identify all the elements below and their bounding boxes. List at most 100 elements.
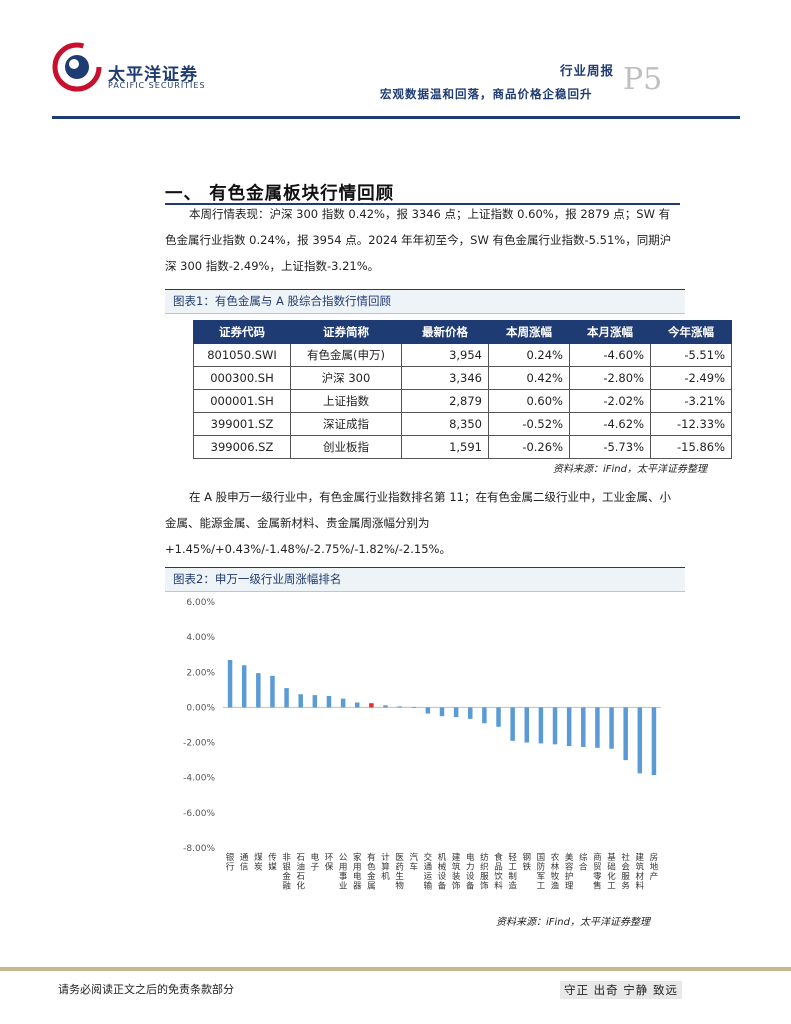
category-label-char: 钢	[523, 852, 532, 863]
table-cell: -12.33%	[650, 412, 732, 436]
category-label-char: 础	[607, 862, 616, 873]
category-label-char: 房	[650, 852, 659, 863]
figure2-source: 资料来源：iFind，太平洋证券整理	[496, 917, 650, 928]
report-title: 宏观数据温和回落，商品价格企稳回升	[380, 87, 593, 101]
index-performance-table: 证券代码 证券简称 最新价格 本周涨幅 本月涨幅 今年涨幅 801050.SWI 有色金属(…	[193, 320, 732, 459]
figure1-source: 资料来源：iFind，太平洋证券整理	[553, 464, 707, 475]
category-label-char: 林	[551, 862, 560, 873]
bar-17	[468, 707, 473, 719]
category-label-char: 通	[240, 852, 249, 863]
category-label-char: 力	[466, 862, 475, 873]
category-label-char: 渔	[551, 881, 560, 892]
category-label-char: 汽	[409, 852, 418, 863]
category-label-char: 药	[395, 862, 404, 873]
category-label-char: 设	[438, 871, 447, 882]
category-label-char: 饮	[494, 871, 503, 882]
bar-11	[383, 705, 388, 708]
table-cell: 0.60%	[488, 389, 570, 413]
category-label-char: 用	[339, 863, 348, 873]
table-cell: 有色金属(申万)	[290, 343, 402, 367]
table-cell: -2.80%	[569, 366, 651, 390]
category-label-char: 用	[353, 863, 362, 873]
table-row: 399001.SZ 深证成指 8,350 -0.52% -4.62% -12.33%	[193, 412, 732, 436]
table-cell: 0.42%	[488, 366, 570, 390]
table-row: 000300.SH 沪深 300 3,346 0.42% -2.80% -2.49%	[193, 366, 732, 390]
page-number: P5	[623, 62, 663, 97]
category-label-char: 非	[282, 852, 291, 863]
bar-6	[312, 695, 318, 708]
table-row: 000001.SH 上证指数 2,879 0.60% -2.02% -3.21%	[193, 389, 732, 413]
category-label-char: 筑	[636, 862, 645, 873]
bar-13	[411, 706, 416, 708]
category-label-char: 信	[240, 862, 249, 873]
bar-22	[538, 707, 544, 744]
section-title: 一、 有色金属板块行情回顾	[165, 184, 395, 204]
category-label-char: 银	[226, 852, 235, 863]
category-label-char: 械	[438, 862, 447, 873]
table-cell: 0.24%	[488, 343, 570, 367]
y-tick-label: -8.00%	[183, 844, 215, 854]
category-label-char: 设	[466, 871, 475, 882]
bar-28	[623, 707, 628, 761]
category-label-char: 铁	[523, 862, 532, 873]
table-cell: 上证指数	[290, 389, 402, 413]
category-label-char: 属	[367, 882, 376, 892]
category-label-char: 造	[508, 881, 517, 892]
category-label-char: 食	[494, 852, 503, 863]
category-label-char: 防	[537, 862, 546, 873]
category-label-char: 轻	[508, 852, 517, 863]
bar-18	[482, 707, 487, 724]
category-label-char: 化	[607, 871, 616, 882]
table-cell: -4.62%	[569, 412, 651, 436]
bar-10	[369, 703, 374, 708]
category-label-char: 物	[395, 881, 404, 892]
table-cell: 深证成指	[290, 412, 402, 436]
category-label-char: 金	[282, 871, 291, 882]
category-label-char: 银	[282, 862, 291, 873]
bar-27	[609, 707, 614, 749]
category-label-char: 油	[296, 862, 305, 873]
table-cell: -4.60%	[569, 343, 651, 367]
bar-15	[439, 707, 445, 717]
bar-4	[284, 688, 289, 708]
industry-ranking-paragraph: 在 A 股申万一级行业中，有色金属行业指数排名第 11；在有色金属二级行业中，工…	[165, 490, 671, 556]
table-cell: 000001.SH	[193, 389, 291, 413]
table-cell: 2,879	[401, 389, 489, 413]
category-label-char: 煤	[254, 852, 263, 863]
category-label-char: 制	[508, 871, 517, 882]
category-label-char: 国	[537, 853, 546, 863]
bar-1	[241, 665, 247, 708]
y-tick-label: 6.00%	[186, 598, 215, 608]
company-motto: 守正 出奇 宁静 致远	[560, 981, 682, 999]
category-label-char: 工	[607, 882, 616, 892]
table-cell: 000300.SH	[193, 366, 291, 390]
category-label-char: 子	[311, 863, 320, 873]
table-cell: 1,591	[401, 435, 489, 459]
section-underline	[165, 203, 680, 205]
category-label-char: 牧	[551, 871, 560, 882]
table-cell: 801050.SWI	[193, 343, 291, 367]
category-label-char: 工	[537, 882, 546, 892]
category-label-char: 综	[579, 852, 588, 863]
industry-weekly-change-bar-chart: 6.00% 4.00% 2.00% 0.00% -2.00% -4.00% -6.00% -8…	[183, 598, 661, 892]
category-label-char: 传	[268, 852, 277, 863]
bar-21	[524, 707, 530, 743]
bar-16	[453, 707, 459, 718]
bar-30	[651, 707, 657, 776]
bar-12	[397, 706, 402, 708]
bar-23	[552, 707, 558, 745]
figure1-title: 图表1：有色金属与 A 股综合指数行情回顾	[165, 289, 685, 314]
table-header-cell: 最新价格	[401, 320, 489, 344]
category-label-char: 金	[367, 871, 376, 882]
y-tick-label: 4.00%	[186, 633, 215, 643]
category-label-char: 环	[325, 853, 334, 863]
category-label-char: 行	[226, 862, 235, 873]
category-label-char: 商	[593, 852, 602, 863]
category-label-char: 化	[296, 881, 305, 892]
category-label-char: 服	[480, 872, 489, 882]
table-cell: -2.02%	[569, 389, 651, 413]
table-cell: -2.49%	[650, 366, 732, 390]
header-divider	[52, 116, 740, 119]
category-label-char: 机	[381, 871, 390, 882]
category-label-char: 通	[424, 862, 433, 873]
